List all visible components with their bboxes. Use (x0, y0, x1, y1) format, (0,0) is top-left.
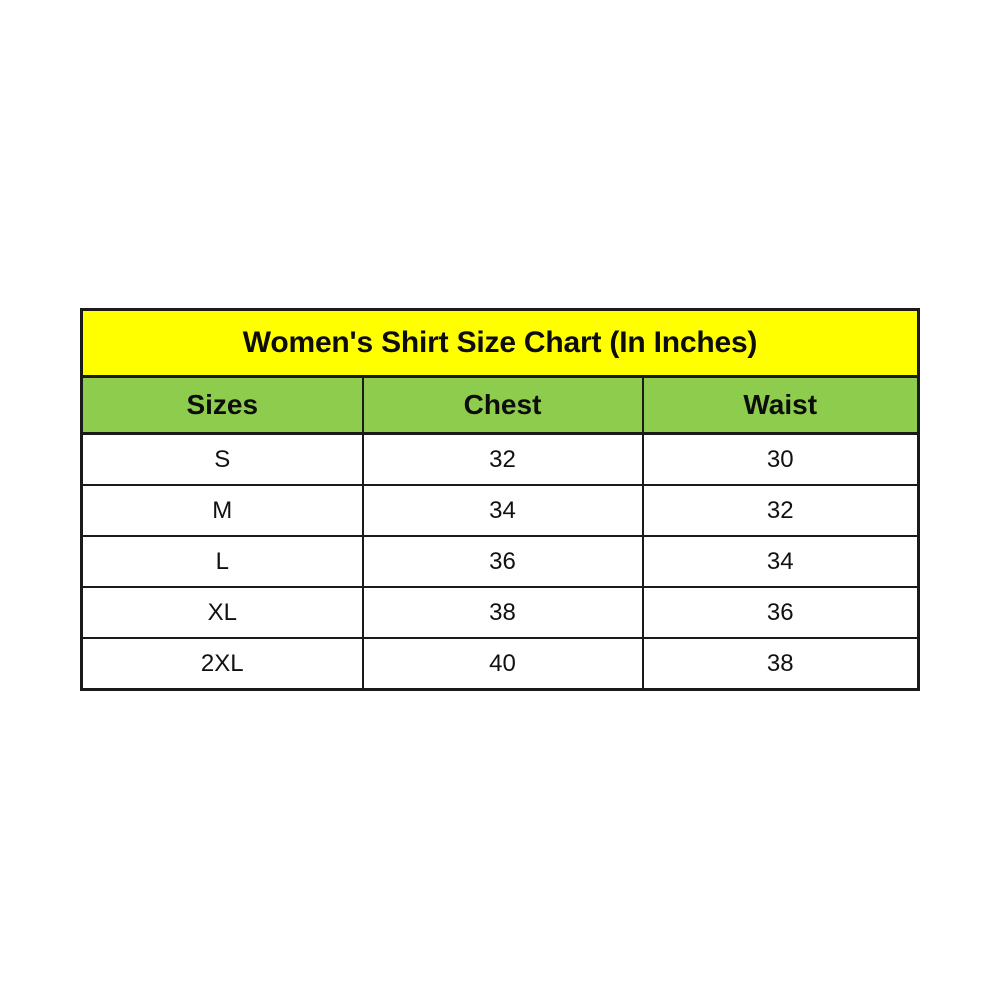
cell-waist: 38 (642, 638, 919, 690)
cell-size: S (81, 433, 364, 486)
table-title-row: Women's Shirt Size Chart (In Inches) (81, 309, 919, 378)
cell-size: 2XL (81, 638, 364, 690)
cell-chest: 38 (362, 587, 644, 639)
size-chart-table: Women's Shirt Size Chart (In Inches) Siz… (80, 308, 920, 691)
cell-size: M (81, 485, 364, 537)
table-row: S 32 30 (81, 433, 919, 486)
cell-chest: 32 (362, 433, 644, 486)
cell-chest: 34 (362, 485, 644, 537)
cell-waist: 30 (642, 433, 919, 486)
cell-waist: 34 (642, 536, 919, 588)
column-header-chest: Chest (362, 376, 644, 435)
table-row: 2XL 40 38 (81, 638, 919, 690)
table-title: Women's Shirt Size Chart (In Inches) (81, 309, 919, 378)
cell-size: L (81, 536, 364, 588)
cell-waist: 32 (642, 485, 919, 537)
column-header-sizes: Sizes (81, 376, 364, 435)
table-row: M 34 32 (81, 485, 919, 537)
cell-chest: 36 (362, 536, 644, 588)
cell-waist: 36 (642, 587, 919, 639)
table-header-row: Sizes Chest Waist (81, 376, 919, 435)
column-header-waist: Waist (642, 376, 919, 435)
table-row: L 36 34 (81, 536, 919, 588)
cell-size: XL (81, 587, 364, 639)
cell-chest: 40 (362, 638, 644, 690)
table-row: XL 38 36 (81, 587, 919, 639)
